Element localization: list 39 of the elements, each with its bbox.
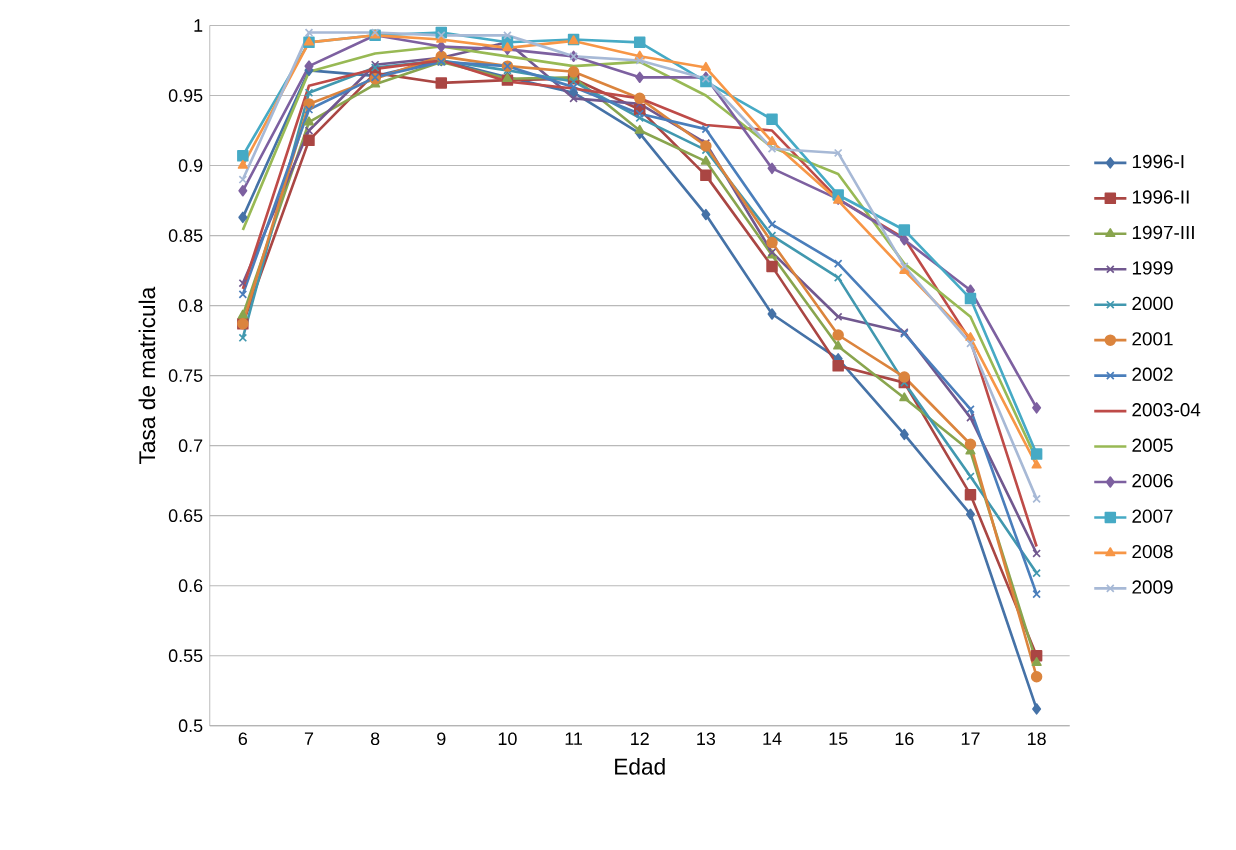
legend-label: 2005 xyxy=(1132,438,1173,453)
y-tick-label: 0.6 xyxy=(178,579,203,593)
y-tick-label: 0.7 xyxy=(178,439,203,453)
x-tick-label: 15 xyxy=(829,732,848,746)
x-tick-label: 18 xyxy=(1028,732,1046,746)
x-tick-label: 9 xyxy=(437,732,446,746)
y-tick-label: 0.55 xyxy=(168,649,203,663)
x-tick-label: 10 xyxy=(498,732,517,746)
x-tick-label: 12 xyxy=(631,732,649,746)
y-tick-label: 0.75 xyxy=(168,369,203,383)
x-tick-label: 6 xyxy=(238,732,248,746)
legend-label: 2006 xyxy=(1132,474,1173,488)
x-tick-label: 17 xyxy=(961,732,980,745)
legend-label: 1996-II xyxy=(1132,190,1189,204)
legend-label: 2008 xyxy=(1132,545,1173,559)
legend-label: 1999 xyxy=(1132,261,1173,275)
legend-label: 2007 xyxy=(1132,509,1173,524)
legend-label: 1996-I xyxy=(1132,155,1184,169)
y-tick-label: 0.8 xyxy=(178,299,203,313)
legend-label: 2000 xyxy=(1132,296,1173,311)
legend-label: 2002 xyxy=(1132,367,1173,382)
legend-label: 2009 xyxy=(1132,580,1173,594)
x-tick-label: 14 xyxy=(763,732,782,745)
y-tick-label: 0.5 xyxy=(178,719,203,733)
y-tick-label: 0.85 xyxy=(168,229,203,243)
x-tick-label: 7 xyxy=(304,732,314,745)
y-tick-label: 0.95 xyxy=(168,89,203,103)
legend-label: 2001 xyxy=(1132,332,1173,346)
x-tick-label: 11 xyxy=(565,732,583,745)
legend-label: 2003-04 xyxy=(1132,403,1201,417)
x-axis-title: Edad xyxy=(615,758,665,775)
y-axis-title: Tasa de matricula xyxy=(138,287,156,465)
y-tick-label: 0.9 xyxy=(178,159,203,173)
y-tick-label: 1 xyxy=(194,19,203,32)
x-tick-label: 16 xyxy=(895,732,914,746)
x-tick-label: 13 xyxy=(697,732,716,746)
y-tick-label: 0.65 xyxy=(168,509,203,523)
legend-label: 1997-III xyxy=(1132,226,1194,240)
x-tick-label: 8 xyxy=(370,732,380,746)
